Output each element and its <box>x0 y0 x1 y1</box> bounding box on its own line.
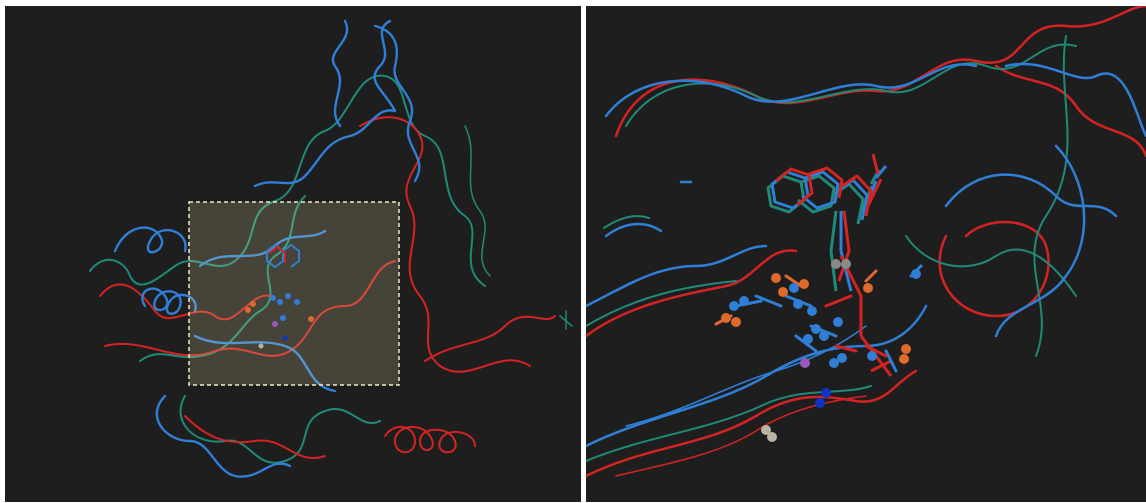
panel-divider <box>582 6 585 502</box>
overview-panel <box>5 6 581 502</box>
zoom-backbone-blue <box>586 62 1146 448</box>
ligand-zoom <box>766 153 893 377</box>
residue-spheres-overview <box>245 293 314 349</box>
zoom-panel <box>586 6 1146 502</box>
zoom-backbone-teal <box>586 35 1077 462</box>
zoom-structure-svg <box>586 6 1146 478</box>
backbone-teal-2 <box>464 125 573 330</box>
backbone-blue <box>113 19 421 478</box>
residue-spheres <box>721 259 921 442</box>
backbone-red <box>99 116 556 459</box>
ligand-overview <box>266 243 300 269</box>
zoom-backbone-red <box>586 6 1146 478</box>
overview-structure-svg <box>89 19 573 478</box>
zoom-region-box <box>188 201 400 386</box>
